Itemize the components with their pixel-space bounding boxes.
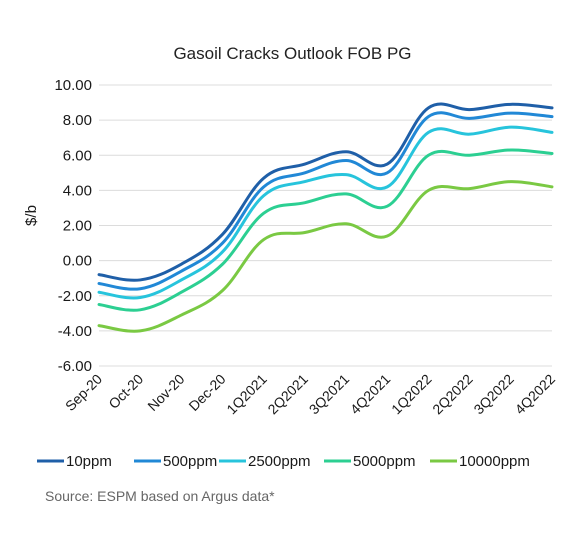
legend-label-5000ppm: 5000ppm — [353, 453, 416, 470]
y-tick-label: 0.00 — [63, 253, 92, 270]
series-line-10000ppm — [97, 180, 554, 333]
chart-title: Gasoil Cracks Outlook FOB PG — [173, 44, 412, 63]
y-tick-label: -4.00 — [58, 323, 92, 340]
source-note: Source: ESPM based on Argus data* — [45, 488, 275, 504]
x-tick-label: 3Q2022 — [470, 371, 517, 418]
x-tick-label: 1Q2022 — [388, 371, 435, 418]
legend-label-2500ppm: 2500ppm — [248, 453, 311, 470]
x-tick-label: 4Q2021 — [347, 371, 394, 418]
x-tick-label: 1Q2021 — [223, 371, 270, 418]
y-tick-label: -2.00 — [58, 288, 92, 305]
y-tick-label: 6.00 — [63, 147, 92, 164]
legend-label-10000ppm: 10000ppm — [459, 453, 530, 470]
series-line-5000ppm — [97, 148, 554, 312]
y-tick-label: 10.00 — [54, 77, 92, 94]
y-tick-label: 2.00 — [63, 218, 92, 235]
x-tick-label: 4Q2022 — [512, 371, 559, 418]
series-line-500ppm — [97, 111, 554, 291]
x-tick-label: Nov-20 — [144, 371, 187, 414]
x-tick-label: Sep-20 — [62, 371, 105, 414]
x-tick-label: 2Q2021 — [264, 371, 311, 418]
y-tick-label: 8.00 — [63, 112, 92, 129]
x-tick-label: Dec-20 — [185, 371, 228, 414]
series-line-10ppm — [97, 102, 554, 282]
y-tick-label: 4.00 — [63, 182, 92, 199]
legend-label-10ppm: 10ppm — [66, 453, 112, 470]
y-tick-label: -6.00 — [58, 358, 92, 375]
x-tick-label: Oct-20 — [105, 371, 146, 412]
y-axis-label: $/b — [23, 205, 40, 226]
x-tick-label: 2Q2022 — [429, 371, 476, 418]
x-tick-label: 3Q2021 — [306, 371, 353, 418]
series-line-2500ppm — [97, 125, 554, 300]
legend-label-500ppm: 500ppm — [163, 453, 217, 470]
